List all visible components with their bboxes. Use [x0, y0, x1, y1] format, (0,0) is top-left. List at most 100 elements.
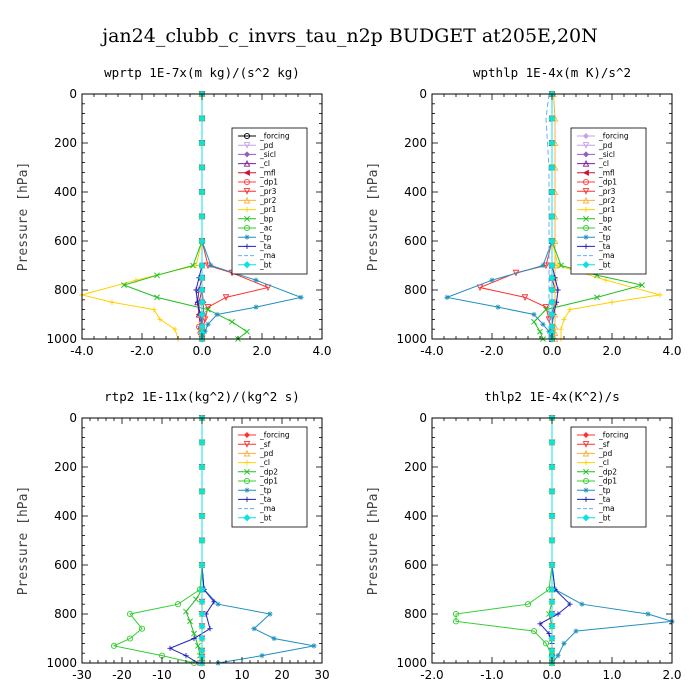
legend-marker: [243, 449, 251, 457]
data-point: [530, 628, 538, 635]
legend-box: [570, 127, 647, 275]
legend-marker: [243, 514, 251, 522]
x-tick-label: 0.0: [542, 668, 561, 682]
data-point: [208, 262, 214, 269]
legend-entry: _dp1: [598, 477, 617, 486]
x-tick-label: -2.0: [130, 344, 153, 358]
x-tick-label: -2.0: [480, 344, 503, 358]
data-point: [198, 536, 206, 545]
data-point: [548, 561, 556, 569]
x-tick-label: 0.0: [542, 344, 561, 358]
legend-marker: [582, 178, 590, 186]
legend-entry: _bp: [259, 214, 274, 223]
data-point: [198, 298, 206, 306]
data-point: [548, 536, 556, 545]
data-point: [191, 630, 197, 637]
legend-entry: _bt: [259, 513, 272, 522]
series-line: [478, 94, 553, 339]
panel-title: wpthlp 1E-4x(m K)/s^2: [473, 65, 631, 80]
data-point: [211, 599, 217, 605]
series-line: [122, 94, 248, 340]
data-point: [542, 304, 550, 311]
y-tick-label: 0: [69, 411, 77, 425]
data-point: [567, 601, 573, 607]
data-point: [540, 321, 546, 327]
data-point: [531, 318, 537, 325]
data-point: [195, 642, 201, 649]
legend-box: [231, 426, 308, 528]
series-bt: [548, 90, 556, 343]
y-tick-label: 200: [404, 136, 427, 150]
legend-entry: _tp: [259, 486, 272, 495]
legend-marker: [583, 207, 589, 213]
data-point: [198, 610, 206, 618]
data-point: [253, 277, 259, 283]
y-tick-label: 400: [54, 185, 77, 199]
legend-marker: [243, 477, 251, 485]
data-point: [198, 237, 206, 245]
data-point: [198, 438, 206, 447]
data-point: [594, 294, 600, 301]
panel-title: rtp2 1E-11x(kg^2)/(kg^2 s): [104, 389, 300, 404]
legend-marker: [243, 441, 251, 448]
legend-marker: [582, 169, 589, 176]
data-point: [548, 438, 556, 447]
x-tick-label: -10: [152, 668, 172, 682]
y-tick-label: 400: [404, 185, 427, 199]
data-point: [657, 292, 663, 298]
legend-entry: _forcing: [598, 431, 629, 440]
x-tick-label: 30: [314, 668, 329, 682]
x-tick-label: 10: [234, 668, 249, 682]
data-point: [198, 114, 206, 123]
y-tick-label: 600: [54, 558, 77, 572]
data-point: [259, 653, 265, 659]
data-point: [548, 188, 556, 196]
data-point: [555, 262, 561, 269]
legend-marker: [244, 468, 250, 475]
legend-marker: [583, 215, 589, 222]
chart-panel-2: wpthlp 1E-4x(m K)/s^2 Pressure [hPa] -4.0 -…: [366, 65, 682, 358]
data-point: [126, 635, 134, 642]
legend-entry: _pd: [598, 141, 613, 150]
legend-marker: [582, 196, 590, 204]
legend-marker: [244, 207, 250, 213]
legend-entry: _pd: [259, 141, 274, 150]
x-tick-label: 4.0: [312, 344, 331, 358]
x-tick-label: 1.0: [602, 668, 621, 682]
data-point: [267, 611, 273, 617]
data-point: [548, 512, 556, 520]
data-point: [198, 310, 206, 319]
data-point: [198, 598, 206, 606]
legend-entry: _cl: [598, 159, 609, 168]
data-point: [202, 329, 208, 335]
data-point: [198, 634, 206, 643]
data-point: [198, 212, 206, 221]
legend-entry: _mfl: [598, 168, 615, 177]
legend-entry: _bt: [598, 260, 611, 269]
series-line: [112, 418, 203, 664]
legend-entry: _bp: [598, 214, 613, 223]
legend-marker: [582, 188, 590, 195]
y-tick-label: 1000: [46, 332, 77, 346]
x-tick-label: 4.0: [662, 344, 681, 358]
data-point: [198, 286, 206, 294]
data-point: [214, 311, 220, 318]
y-axis-label: Pressure [hPa]: [16, 486, 31, 596]
y-axis-label: Pressure [hPa]: [16, 162, 31, 272]
y-tick-label: 800: [404, 283, 427, 297]
data-point: [495, 304, 501, 310]
legend-marker: [243, 188, 251, 195]
legend-entry: _ma: [598, 251, 615, 260]
legend: _forcing_sf_pd_cl_dp2_dp1_tp_ta_ma_bt: [570, 426, 647, 528]
data-point: [548, 487, 556, 496]
data-point: [524, 601, 532, 608]
legend-entry: _tp: [259, 233, 272, 242]
chart-panel-4: thlp2 1E-4x(K^2)/s Pressure [hPa] -2.0 -1.0…: [366, 389, 682, 682]
y-axis-label: Pressure [hPa]: [366, 486, 381, 596]
data-point: [215, 601, 221, 607]
data-point: [198, 188, 206, 196]
legend-entry: _tp: [598, 486, 611, 495]
legend-entry: _sicl: [598, 150, 615, 159]
panel-title: wprtp 1E-7x(m kg)/(s^2 kg): [104, 65, 300, 80]
data-point: [555, 611, 561, 617]
